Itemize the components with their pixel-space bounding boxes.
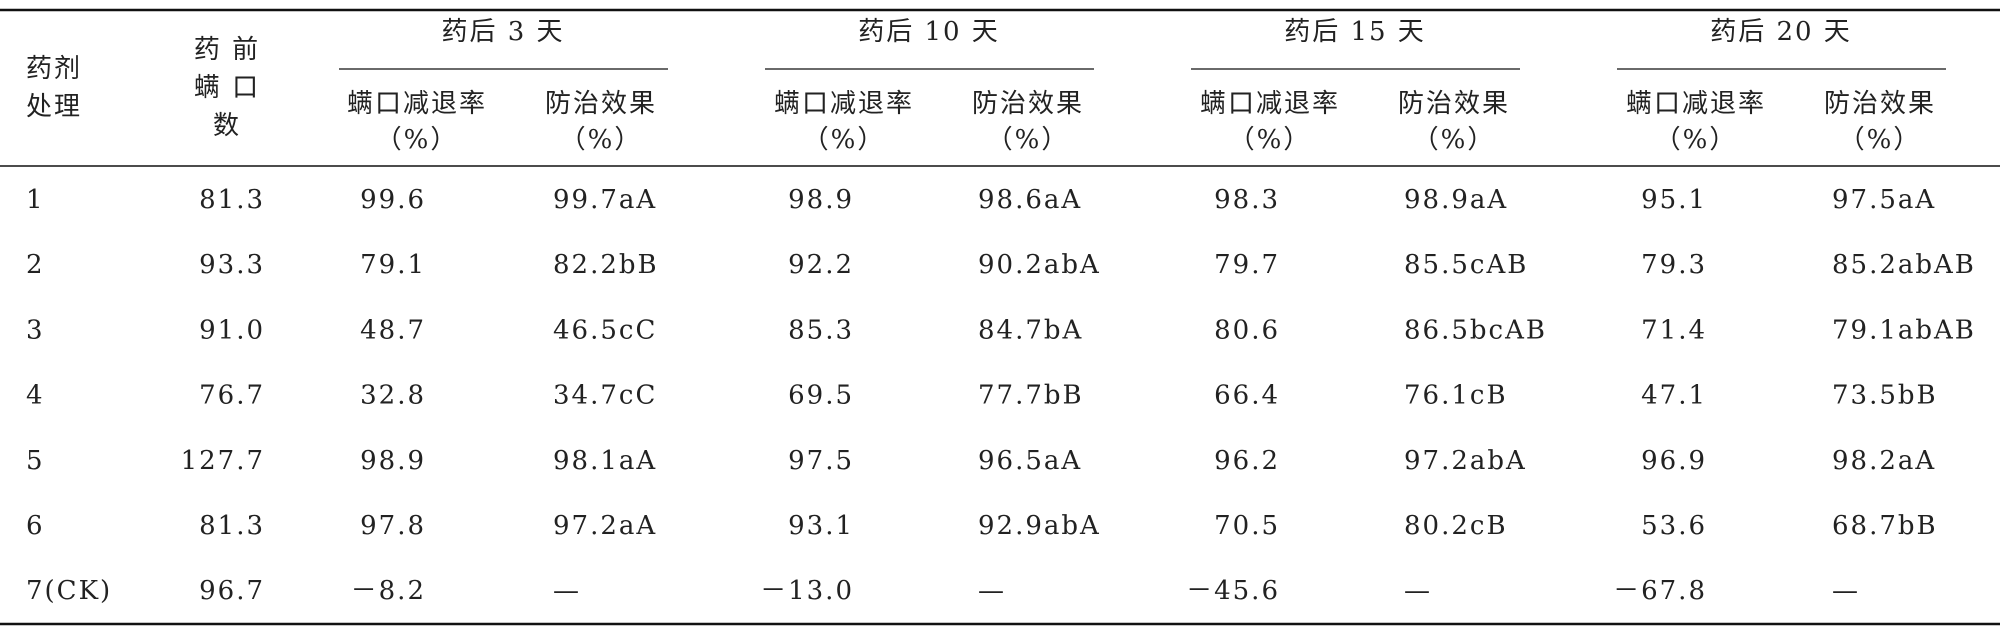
table-cell: 92.9abA	[978, 511, 1101, 541]
table-cell: 98.1aA	[553, 446, 657, 476]
table-cell: 97.5aA	[1832, 185, 1936, 215]
table-cell: 2	[26, 250, 45, 280]
table-cell: －13.0	[760, 576, 854, 606]
table-cell: 7(CK)	[26, 576, 112, 606]
table-cell: 96.9	[1641, 446, 1707, 476]
table-cell: 73.5bB	[1832, 381, 1938, 411]
table-cell: 46.5cC	[553, 315, 657, 345]
table-cell: －45.6	[1186, 576, 1280, 606]
table-cell: 97.8	[360, 511, 426, 541]
group-header: 药后 3 天	[441, 17, 564, 47]
table-cell: 79.3	[1641, 250, 1707, 280]
table-cell: 3	[26, 315, 45, 345]
table-cell: 76.1cB	[1404, 381, 1508, 411]
group-header: 药后 15 天	[1284, 17, 1426, 47]
sub-header: 螨口减退率（%）	[347, 89, 487, 155]
table-cell: 85.3	[788, 315, 854, 345]
table-cell: 98.9	[788, 185, 854, 215]
table-cell: 80.2cB	[1404, 511, 1508, 541]
sub-header: 螨口减退率（%）	[774, 89, 914, 155]
table-cell: 76.7	[199, 381, 265, 411]
table-cell: 98.3	[1214, 185, 1280, 215]
table-cell: 86.5bcAB	[1404, 315, 1547, 345]
table-cell: 93.1	[788, 511, 854, 541]
sub-header: 防治效果（%）	[1824, 89, 1936, 155]
table-cell: 96.5aA	[978, 446, 1082, 476]
table-cell: —	[978, 576, 1006, 606]
table-cell: 97.5	[788, 446, 854, 476]
table-cell: 98.2aA	[1832, 446, 1936, 476]
table-cell: 79.1abAB	[1832, 315, 1976, 345]
table-cell: 81.3	[199, 185, 265, 215]
table-cell: 77.7bB	[978, 381, 1084, 411]
table-cell: —	[1832, 576, 1860, 606]
table-cell: 5	[26, 446, 45, 476]
table-cell: 98.9aA	[1404, 185, 1508, 215]
table-cell: 82.2bB	[553, 250, 659, 280]
table-cell: 98.9	[360, 446, 426, 476]
table-cell: 96.2	[1214, 446, 1280, 476]
table-cell: 98.6aA	[978, 185, 1082, 215]
table-cell: －8.2	[351, 576, 426, 606]
table-cell: 84.7bA	[978, 315, 1083, 345]
sub-header: 防治效果（%）	[545, 89, 657, 155]
header-cell: 药 前螨 口数	[194, 35, 260, 141]
table-cell: 85.5cAB	[1404, 250, 1528, 280]
table-cell: 47.1	[1641, 381, 1707, 411]
table-cell: 79.1	[360, 250, 426, 280]
table-cell: 66.4	[1214, 381, 1280, 411]
sub-header: 防治效果（%）	[972, 89, 1084, 155]
table-cell: 6	[26, 511, 45, 541]
table-cell: 1	[26, 185, 45, 215]
table-cell: 99.7aA	[553, 185, 657, 215]
table-cell: 32.8	[360, 381, 426, 411]
table-cell: 93.3	[199, 250, 265, 280]
table-cell: 81.3	[199, 511, 265, 541]
table-cell: 69.5	[788, 381, 854, 411]
header-cell: 药剂处理	[26, 54, 82, 122]
sub-header: 螨口减退率（%）	[1626, 89, 1766, 155]
table-cell: 4	[26, 381, 45, 411]
table-cell: 68.7bB	[1832, 511, 1938, 541]
table-cell: 96.7	[199, 576, 265, 606]
group-header: 药后 20 天	[1710, 17, 1852, 47]
table-cell: －67.8	[1613, 576, 1707, 606]
table-cell: 71.4	[1641, 315, 1707, 345]
table-cell: 127.7	[181, 446, 265, 476]
table-cell: 91.0	[199, 315, 265, 345]
table-cell: 53.6	[1641, 511, 1707, 541]
table-cell: 95.1	[1641, 185, 1707, 215]
table-cell: 48.7	[360, 315, 426, 345]
table-cell: 79.7	[1214, 250, 1280, 280]
sub-header: 防治效果（%）	[1398, 89, 1510, 155]
table-cell: 80.6	[1214, 315, 1280, 345]
group-header: 药后 10 天	[858, 17, 1000, 47]
table-cell: —	[1404, 576, 1432, 606]
table-cell: 85.2abAB	[1832, 250, 1976, 280]
table-cell: —	[553, 576, 581, 606]
sub-header: 螨口减退率（%）	[1200, 89, 1340, 155]
table-cell: 34.7cC	[553, 381, 657, 411]
table-cell: 70.5	[1214, 511, 1280, 541]
table-cell: 90.2abA	[978, 250, 1101, 280]
table-cell: 92.2	[788, 250, 854, 280]
table-cell: 97.2abA	[1404, 446, 1527, 476]
table-cell: 99.6	[360, 185, 426, 215]
table-cell: 97.2aA	[553, 511, 657, 541]
